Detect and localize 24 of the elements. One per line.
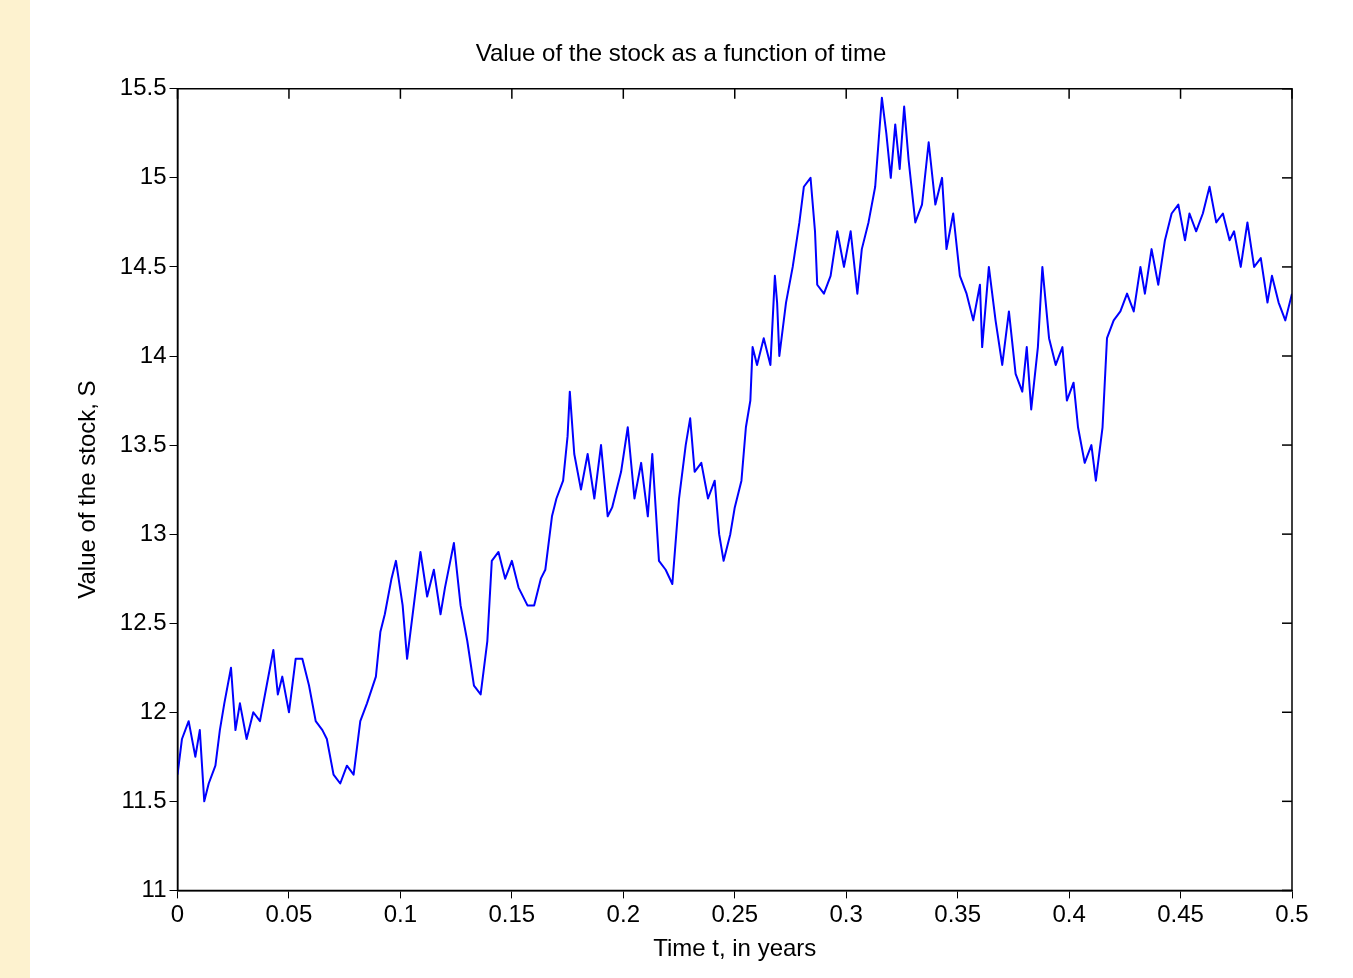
y-tick-label: 11 <box>141 875 167 903</box>
x-tick-label: 0.05 <box>265 900 313 928</box>
x-tick-label: 0.5 <box>1275 900 1309 928</box>
x-tick-label: 0.4 <box>1052 900 1086 928</box>
x-tick-label: 0.35 <box>934 900 982 928</box>
y-tick-label: 12 <box>139 696 167 724</box>
x-axis-title: Time t, in years <box>653 934 817 962</box>
x-tick-label: 0 <box>170 900 185 928</box>
chart-title: Value of the stock as a function of time <box>475 39 887 67</box>
y-tick-label: 15 <box>139 162 167 190</box>
y-tick-label: 13.5 <box>119 429 167 457</box>
x-tick-label: 0.2 <box>606 900 640 928</box>
y-axis-title: Value of the stock, S <box>73 380 101 599</box>
x-tick-label: 0.45 <box>1157 900 1204 928</box>
y-tick-label: 13 <box>139 518 167 546</box>
x-tick-label: 0.3 <box>829 900 863 928</box>
y-tick-label: 11.5 <box>121 785 167 813</box>
y-tick-label: 14 <box>139 340 167 368</box>
x-tick-label: 0.15 <box>488 900 536 928</box>
x-tick-label: 0.1 <box>383 900 418 928</box>
y-tick-label: 15.5 <box>119 73 167 101</box>
x-tick-label: 0.25 <box>711 900 759 928</box>
y-tick-label: 14.5 <box>119 251 167 279</box>
y-tick-label: 12.5 <box>119 607 167 635</box>
